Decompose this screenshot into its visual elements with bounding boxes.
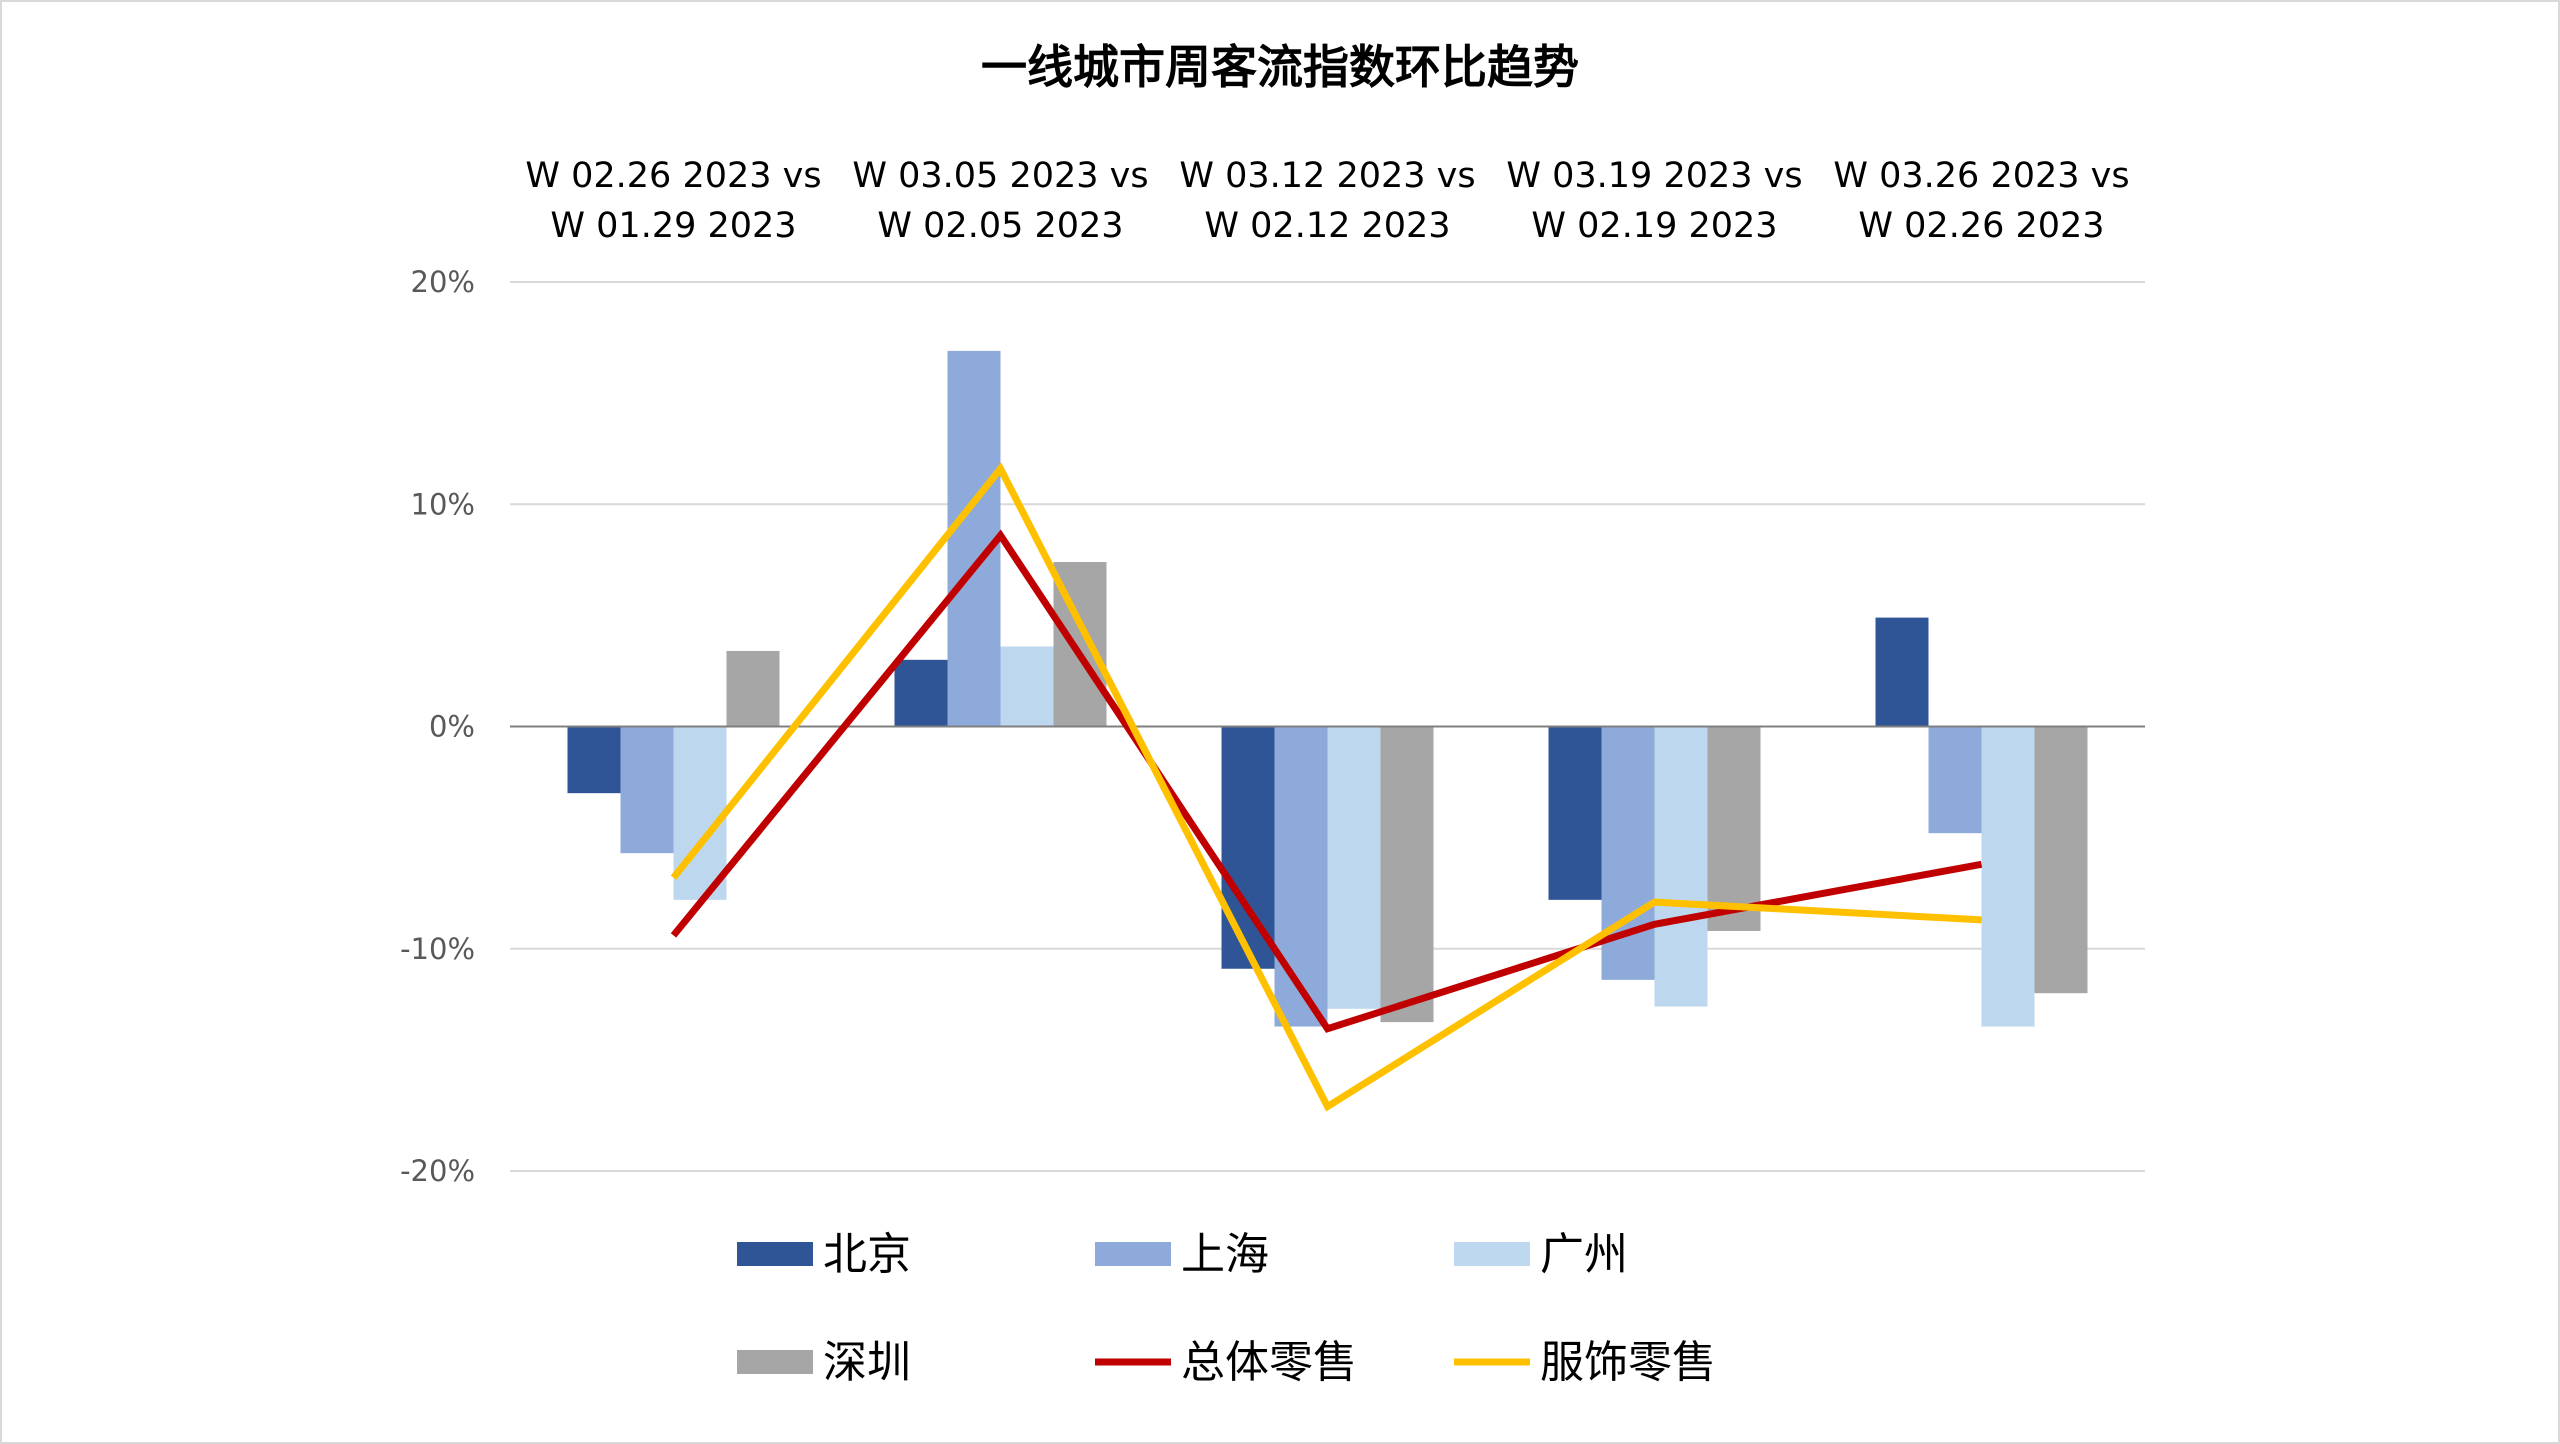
line-服饰零售	[670, 462, 1982, 1112]
bar-北京	[1548, 726, 1602, 900]
legend-swatch	[1454, 1242, 1530, 1266]
chart-title: 一线城市周客流指数环比趋势	[981, 40, 1579, 94]
line-series	[670, 462, 1983, 1112]
bar-广州	[673, 726, 727, 900]
category-label: W 03.05 2023 vs	[852, 156, 1148, 196]
bar-广州	[1981, 726, 2035, 1027]
bar-深圳	[2034, 726, 2088, 994]
bar-深圳	[1707, 726, 1761, 931]
legend-label: 深圳	[823, 1337, 911, 1388]
bar-上海	[947, 350, 1001, 727]
bar-上海	[1928, 726, 1982, 834]
line-总体零售	[670, 529, 1983, 1033]
category-label: W 02.26 2023 vs	[525, 156, 821, 196]
legend-label: 北京	[823, 1229, 911, 1280]
legend-swatch	[737, 1242, 813, 1266]
bar-广州	[1327, 726, 1381, 1009]
category-label: W 02.26 2023	[1858, 206, 2104, 246]
category-label: W 02.05 2023	[877, 206, 1123, 246]
y-axis-ticks: 20% 10% 0% -10% -20%	[400, 265, 475, 1188]
y-tick-label: 0%	[429, 710, 475, 744]
y-tick-label: -10%	[400, 932, 475, 966]
bar-上海	[1274, 726, 1328, 1027]
bar-深圳	[1380, 726, 1434, 1023]
bar-series	[567, 350, 2088, 1027]
category-label: W 02.12 2023	[1204, 206, 1450, 246]
y-tick-label: -20%	[400, 1154, 475, 1188]
bar-深圳	[726, 650, 780, 727]
legend-label: 上海	[1181, 1229, 1269, 1280]
category-label: W 03.26 2023 vs	[1833, 156, 2129, 196]
category-label: W 01.29 2023	[550, 206, 796, 246]
bar-北京	[894, 659, 948, 727]
bar-北京	[567, 726, 621, 794]
category-labels: W 02.26 2023 vs W 01.29 2023 W 03.05 2023 …	[525, 156, 2129, 246]
category-label: W 03.12 2023 vs	[1179, 156, 1475, 196]
bar-上海	[620, 726, 674, 854]
bar-广州	[1000, 646, 1054, 727]
legend-label: 服饰零售	[1540, 1337, 1716, 1388]
legend-swatch	[1095, 1242, 1171, 1266]
y-tick-label: 20%	[411, 265, 475, 299]
bar-北京	[1875, 617, 1929, 727]
category-label: W 02.19 2023	[1531, 206, 1777, 246]
bar-北京	[1221, 726, 1275, 969]
legend-label: 总体零售	[1181, 1337, 1357, 1388]
category-label: W 03.19 2023 vs	[1506, 156, 1802, 196]
legend-label: 广州	[1540, 1229, 1628, 1280]
bar-广州	[1654, 726, 1708, 1007]
y-tick-label: 10%	[411, 487, 475, 521]
legend-swatch	[737, 1350, 813, 1374]
